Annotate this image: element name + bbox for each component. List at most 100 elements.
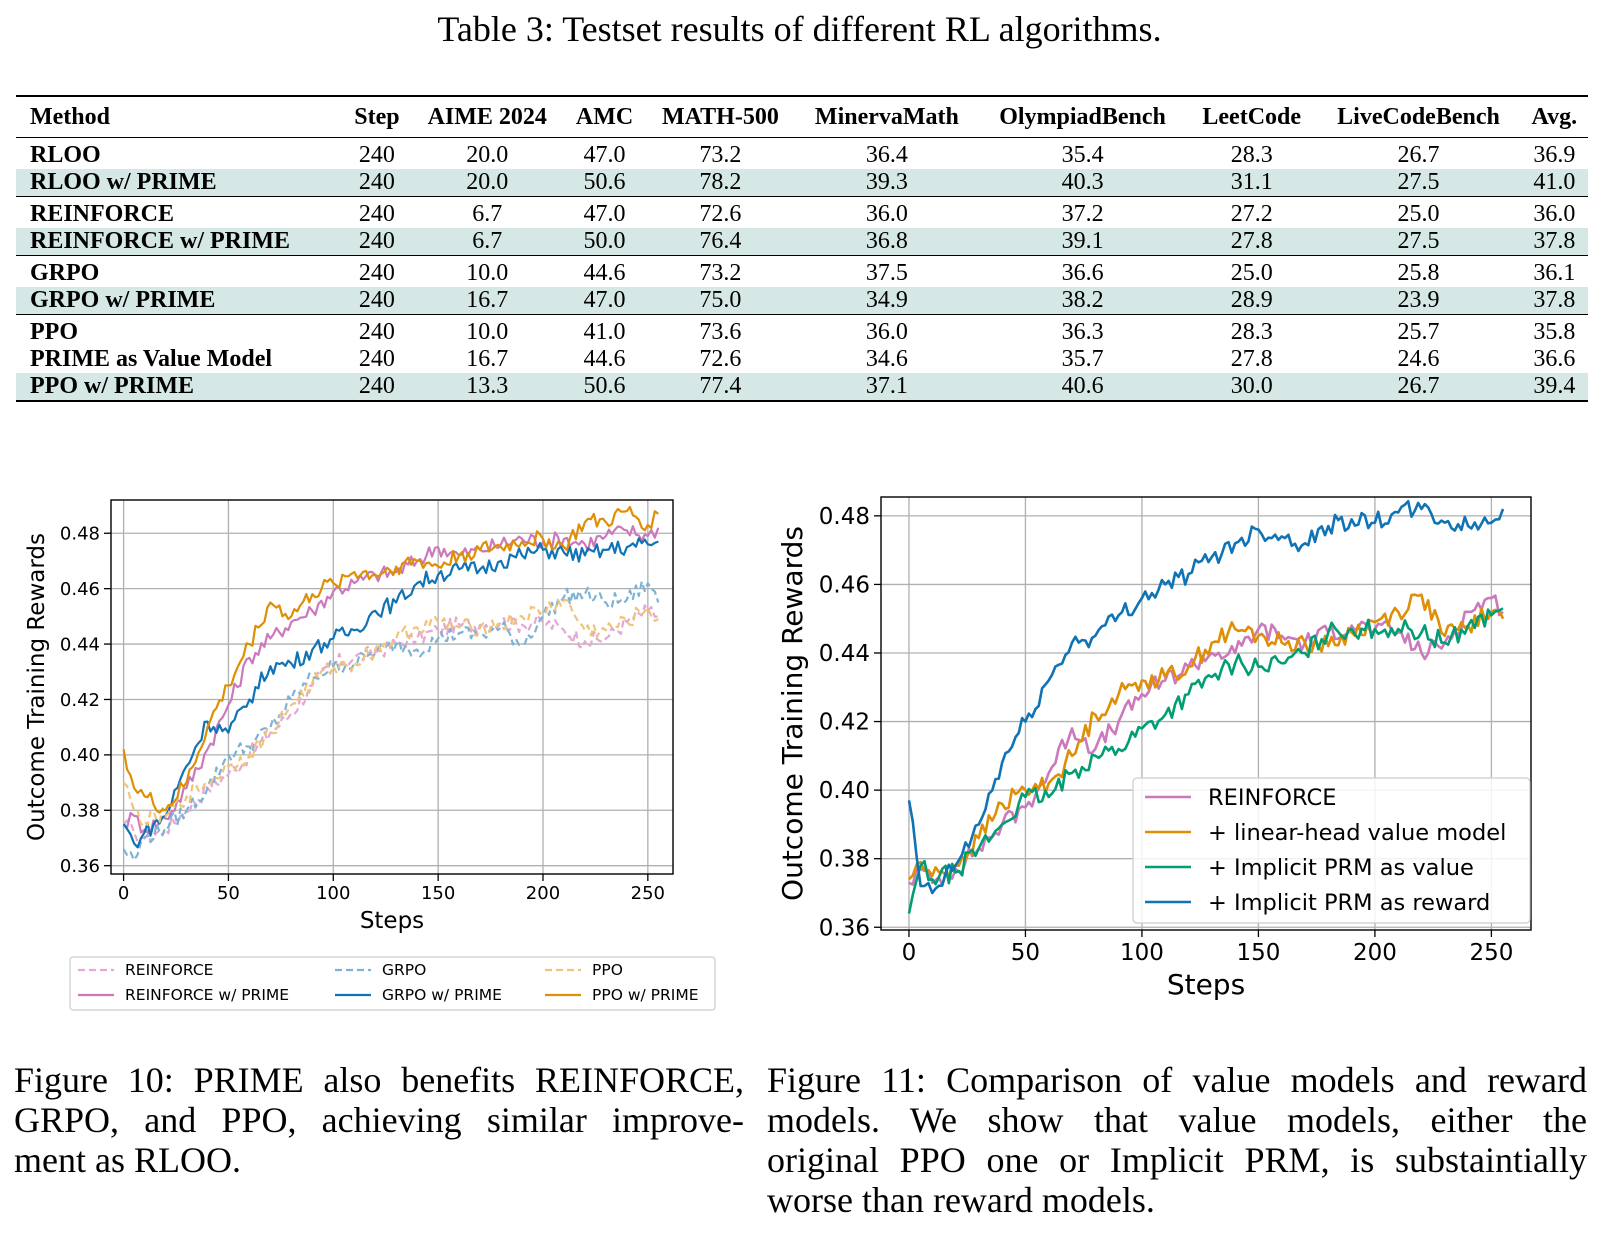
value-cell: 35.7 [1061, 346, 1104, 372]
value-cell: 6.7 [410, 228, 565, 256]
value-cell: 20.0 [466, 142, 509, 168]
value-cell: 47.0 [564, 196, 646, 228]
y-tick-label: 0.38 [819, 847, 870, 873]
value-cell: 77.4 [645, 373, 796, 401]
table-row: REINFORCE 240 6.7 47.0 72.6 36.0 37.2 27.2 25.0 3… [16, 196, 1588, 228]
value-cell: 39.3 [795, 169, 979, 197]
column-header: Method [30, 103, 110, 130]
figure-11-chart: 0 50 100 150 200 250 0.36 0.38 0.40 0.42 0.44 0.46 0… [776, 496, 1532, 1001]
column-header: MinervaMath [814, 103, 959, 130]
table-header: Method Step AIME 2024 AMC MATH-500 MinervaMat… [16, 96, 1588, 138]
value-cell: 25.0 [1316, 196, 1521, 228]
value-cell: 16.7 [466, 346, 509, 372]
value-cell: 10.0 [410, 314, 565, 346]
x-tick-label: 100 [316, 883, 350, 904]
results-table: Method Step AIME 2024 AMC MATH-500 MinervaMat… [16, 95, 1588, 402]
x-tick-label: 150 [421, 883, 455, 904]
caption-line: worse than reward models. [767, 1180, 1155, 1220]
method-cell: RLOO [30, 142, 101, 168]
column-header: OlympiadBench [999, 103, 1166, 130]
caption-line: ment as RLOO. [14, 1140, 241, 1180]
value-cell: 240 [343, 228, 411, 256]
value-cell: 28.3 [1187, 314, 1317, 346]
value-cell: 75.0 [645, 287, 796, 315]
caption-line: models. We show that value models, eithe… [767, 1100, 1587, 1140]
legend-label: + linear-head value model [1208, 820, 1506, 846]
value-cell: 44.6 [564, 255, 646, 287]
caption-line: original PPO one or Implicit PRM, is sub… [767, 1140, 1587, 1180]
method-cell: REINFORCE [16, 196, 344, 228]
series-line [122, 505, 659, 814]
value-cell: 41.0 [1520, 169, 1588, 197]
value-cell: 37.2 [978, 196, 1188, 228]
table-row: REINFORCE w/ PRIME 240 6.7 50.0 76.4 36.8 39.1… [16, 228, 1588, 256]
method-cell: PPO w/ PRIME [16, 373, 344, 401]
grid [111, 500, 673, 874]
value-cell: 240 [343, 196, 411, 228]
value-cell: 73.2 [699, 142, 742, 168]
y-tick-label: 0.36 [819, 915, 870, 941]
column-header: AMC [575, 103, 634, 130]
table-row: GRPO w/ PRIME 240 16.7 47.0 75.0 34.9 38.2 28.9… [16, 287, 1588, 315]
series-line [907, 607, 1504, 914]
value-cell: 31.1 [1187, 169, 1317, 197]
value-cell: 40.6 [978, 373, 1188, 401]
value-cell: 34.9 [795, 287, 979, 315]
y-tick-label: 0.40 [60, 745, 100, 766]
series-group [907, 500, 1505, 914]
header-row: Method Step AIME 2024 AMC MATH-500 MinervaMat… [16, 96, 1588, 138]
value-cell: 240 [343, 314, 411, 346]
value-cell: 36.1 [1520, 255, 1588, 287]
figure-11-caption: Figure 11: Comparison of value models an… [767, 1060, 1587, 1220]
series-line [907, 500, 1505, 895]
value-cell: 26.7 [1397, 142, 1440, 168]
series-group [122, 505, 660, 862]
table-row: PPO 240 10.0 41.0 73.6 36.0 36.3 28.3 25.7 35.8 [16, 314, 1588, 346]
value-cell: 39.4 [1520, 373, 1588, 401]
figure-10-chart: 0 50 100 150 200 250 0.36 0.38 0.40 0.42 0.44 0.46 0… [24, 499, 716, 1011]
table-row: RLOO 240 20.0 47.0 73.2 36.4 35.4 28.3 26.7 36.9 [16, 138, 1588, 170]
x-tick-label: 50 [217, 883, 240, 904]
value-cell: 36.0 [795, 196, 979, 228]
value-cell: 24.6 [1397, 346, 1440, 372]
table-row: PRIME as Value Model 240 16.7 44.6 72.6 34.6 3… [16, 346, 1588, 373]
value-cell: 38.2 [978, 287, 1188, 315]
method-cell: GRPO w/ PRIME [16, 287, 344, 315]
x-axis-label: Steps [1167, 968, 1245, 1001]
value-cell: 240 [358, 142, 395, 168]
value-cell: 37.8 [1520, 228, 1588, 256]
value-cell: 240 [343, 287, 411, 315]
y-tick-label: 0.46 [819, 572, 870, 598]
legend-label: + Implicit PRM as value [1208, 855, 1474, 881]
x-tick-label: 250 [1469, 940, 1513, 966]
value-cell: 25.7 [1316, 314, 1521, 346]
value-cell: 36.4 [865, 142, 908, 168]
series-line [908, 593, 1505, 881]
table-caption: Table 3: Testset results of different RL… [437, 9, 1162, 49]
value-cell: 73.2 [645, 255, 796, 287]
value-cell: 50.0 [564, 228, 646, 256]
value-cell: 20.0 [410, 169, 565, 197]
legend-label: REINFORCE w/ PRIME [125, 986, 289, 1004]
value-cell: 36.0 [1520, 196, 1588, 228]
legend-label: PPO w/ PRIME [592, 986, 699, 1004]
value-cell: 73.6 [645, 314, 796, 346]
y-axis-label: Outcome Training Rewards [24, 533, 50, 841]
method-cell: PPO [16, 314, 344, 346]
legend-label: REINFORCE [125, 961, 213, 979]
table-row: RLOO w/ PRIME 240 20.0 50.6 78.2 39.3 40.3 31.1… [16, 169, 1588, 197]
value-cell: 36.3 [978, 314, 1188, 346]
value-cell: 240 [343, 373, 411, 401]
value-cell: 72.6 [645, 196, 796, 228]
value-cell: 34.6 [865, 346, 908, 372]
x-tick-label: 200 [526, 883, 560, 904]
value-cell: 76.4 [645, 228, 796, 256]
value-cell: 36.8 [795, 228, 979, 256]
value-cell: 27.8 [1230, 346, 1273, 372]
value-cell: 240 [358, 346, 395, 372]
value-cell: 39.1 [978, 228, 1188, 256]
value-cell: 27.8 [1187, 228, 1317, 256]
value-cell: 28.9 [1187, 287, 1317, 315]
value-cell: 36.6 [1533, 346, 1576, 372]
column-header: LiveCodeBench [1337, 103, 1500, 130]
